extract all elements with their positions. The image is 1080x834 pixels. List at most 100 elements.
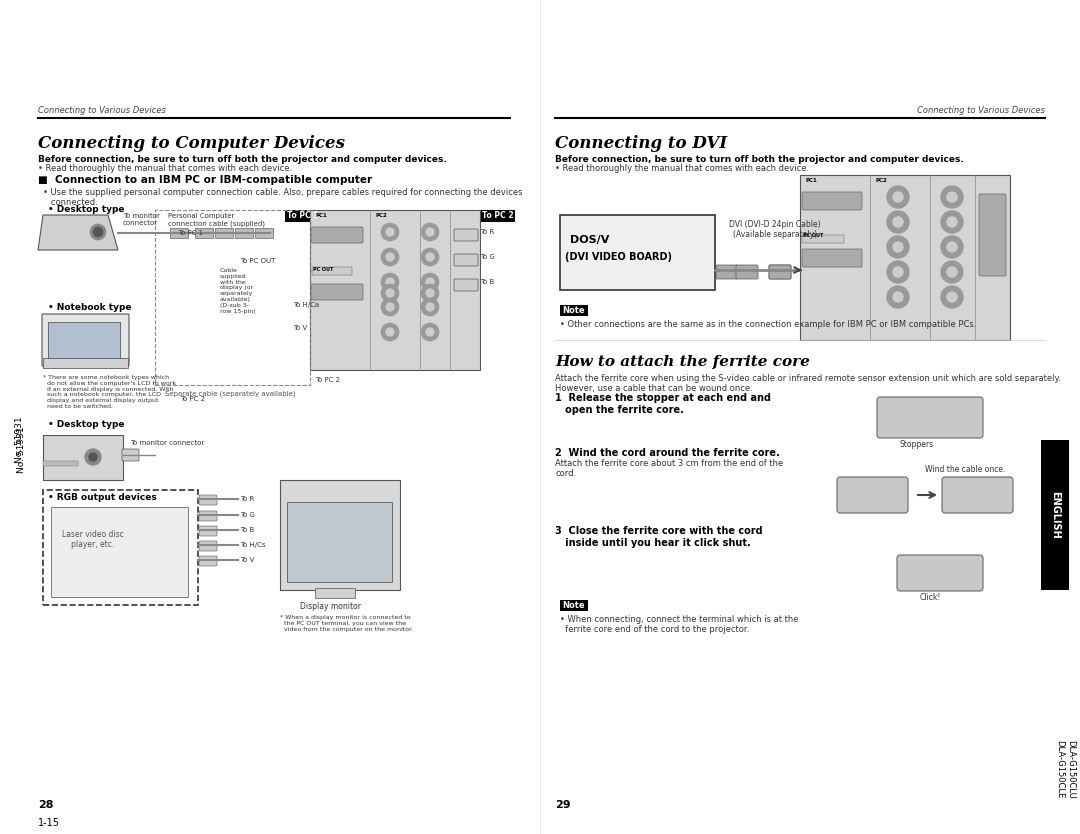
Bar bbox=[235, 228, 253, 238]
FancyBboxPatch shape bbox=[199, 495, 217, 505]
Bar bbox=[43, 461, 78, 466]
FancyBboxPatch shape bbox=[716, 265, 738, 279]
Circle shape bbox=[941, 211, 963, 233]
Bar bbox=[287, 502, 392, 582]
FancyBboxPatch shape bbox=[877, 397, 983, 438]
Bar bbox=[1041, 440, 1069, 590]
Circle shape bbox=[386, 289, 394, 297]
Text: To G: To G bbox=[240, 512, 255, 518]
Circle shape bbox=[947, 192, 957, 202]
Circle shape bbox=[386, 253, 394, 261]
Bar bbox=[43, 358, 129, 368]
Text: 1-15: 1-15 bbox=[38, 818, 60, 828]
FancyBboxPatch shape bbox=[942, 477, 1013, 513]
Text: * When a display monitor is connected to
  the PC OUT terminal, you can view the: * When a display monitor is connected to… bbox=[280, 615, 414, 631]
Text: Before connection, be sure to turn off both the projector and computer devices.: Before connection, be sure to turn off b… bbox=[38, 155, 447, 164]
Circle shape bbox=[887, 186, 909, 208]
Text: • Notebook type: • Notebook type bbox=[48, 303, 132, 312]
FancyBboxPatch shape bbox=[199, 556, 217, 566]
FancyBboxPatch shape bbox=[978, 194, 1005, 276]
Bar bbox=[561, 215, 715, 290]
Circle shape bbox=[381, 273, 399, 291]
Text: To PC 2: To PC 2 bbox=[315, 377, 340, 383]
Bar bbox=[195, 228, 213, 238]
FancyBboxPatch shape bbox=[42, 314, 129, 366]
Circle shape bbox=[941, 236, 963, 258]
Circle shape bbox=[887, 236, 909, 258]
Circle shape bbox=[421, 248, 438, 266]
Circle shape bbox=[947, 217, 957, 227]
Circle shape bbox=[386, 278, 394, 286]
Text: DOS/V: DOS/V bbox=[570, 235, 609, 245]
Text: To R: To R bbox=[480, 229, 495, 235]
Text: To B: To B bbox=[480, 279, 495, 285]
Circle shape bbox=[386, 328, 394, 336]
Circle shape bbox=[893, 192, 903, 202]
Bar bbox=[285, 210, 320, 222]
Bar bbox=[561, 305, 588, 316]
Text: To G: To G bbox=[480, 254, 495, 260]
Bar bbox=[561, 600, 588, 611]
Text: • Read thoroughly the manual that comes with each device.: • Read thoroughly the manual that comes … bbox=[38, 164, 292, 173]
Circle shape bbox=[381, 323, 399, 341]
Text: To monitor
connector: To monitor connector bbox=[123, 213, 160, 226]
Text: To R: To R bbox=[240, 496, 254, 502]
Text: To PC 2: To PC 2 bbox=[180, 396, 205, 402]
Circle shape bbox=[426, 278, 434, 286]
Text: * There are some notebook types which
  do not allow the computer's LCD to work
: * There are some notebook types which do… bbox=[43, 375, 176, 409]
Bar bbox=[310, 210, 480, 370]
Circle shape bbox=[426, 253, 434, 261]
Text: DVI (DVI-D 24pin Cable)
(Available separately): DVI (DVI-D 24pin Cable) (Available separ… bbox=[729, 220, 821, 239]
Text: ■  Connection to an IBM PC or IBM-compatible computer: ■ Connection to an IBM PC or IBM-compati… bbox=[38, 175, 373, 185]
Text: Separate cable (separately available): Separate cable (separately available) bbox=[165, 390, 296, 396]
FancyBboxPatch shape bbox=[769, 265, 791, 279]
Circle shape bbox=[90, 224, 106, 240]
Circle shape bbox=[421, 323, 438, 341]
Circle shape bbox=[887, 211, 909, 233]
Circle shape bbox=[941, 286, 963, 308]
FancyBboxPatch shape bbox=[454, 279, 478, 291]
Text: 28: 28 bbox=[38, 800, 54, 810]
Text: (DVI VIDEO BOARD): (DVI VIDEO BOARD) bbox=[565, 252, 672, 262]
Circle shape bbox=[386, 228, 394, 236]
Circle shape bbox=[887, 261, 909, 283]
Text: • Other connections are the same as in the connection example for IBM PC or IBM : • Other connections are the same as in t… bbox=[561, 320, 976, 329]
Text: Laser video disc
player, etc.: Laser video disc player, etc. bbox=[63, 530, 124, 550]
Text: 2  Wind the cord around the ferrite core.: 2 Wind the cord around the ferrite core. bbox=[555, 448, 780, 458]
Text: Connecting to Computer Devices: Connecting to Computer Devices bbox=[38, 135, 345, 152]
Bar bbox=[255, 228, 273, 238]
Circle shape bbox=[426, 228, 434, 236]
FancyBboxPatch shape bbox=[199, 511, 217, 521]
Bar bbox=[156, 210, 310, 385]
Text: To V: To V bbox=[293, 325, 307, 331]
Circle shape bbox=[381, 284, 399, 302]
Text: Wind the cable once.: Wind the cable once. bbox=[924, 465, 1005, 474]
Text: To PC OUT: To PC OUT bbox=[240, 258, 275, 264]
Bar bbox=[280, 480, 400, 590]
Circle shape bbox=[941, 186, 963, 208]
Text: Note: Note bbox=[562, 601, 584, 610]
FancyBboxPatch shape bbox=[454, 254, 478, 266]
Circle shape bbox=[426, 303, 434, 311]
Text: To PC 1: To PC 1 bbox=[178, 230, 203, 236]
Circle shape bbox=[893, 267, 903, 277]
FancyBboxPatch shape bbox=[311, 227, 363, 243]
FancyBboxPatch shape bbox=[735, 265, 758, 279]
FancyBboxPatch shape bbox=[837, 477, 908, 513]
Circle shape bbox=[85, 449, 102, 465]
Text: DLA-G150CLU
DLA-G150CLE: DLA-G150CLU DLA-G150CLE bbox=[1055, 740, 1075, 799]
Bar bbox=[43, 435, 123, 480]
Text: PC OUT: PC OUT bbox=[313, 267, 334, 272]
Text: Connecting to DVI: Connecting to DVI bbox=[555, 135, 727, 152]
Text: To PC 2: To PC 2 bbox=[482, 211, 514, 220]
Text: Connecting to Various Devices: Connecting to Various Devices bbox=[38, 106, 166, 115]
Circle shape bbox=[421, 223, 438, 241]
FancyBboxPatch shape bbox=[454, 229, 478, 241]
Circle shape bbox=[893, 242, 903, 252]
FancyBboxPatch shape bbox=[311, 284, 363, 300]
Bar bbox=[802, 235, 843, 243]
Text: PC OUT: PC OUT bbox=[804, 233, 823, 238]
Circle shape bbox=[426, 289, 434, 297]
Circle shape bbox=[421, 284, 438, 302]
Text: To PC 1: To PC 1 bbox=[287, 211, 319, 220]
